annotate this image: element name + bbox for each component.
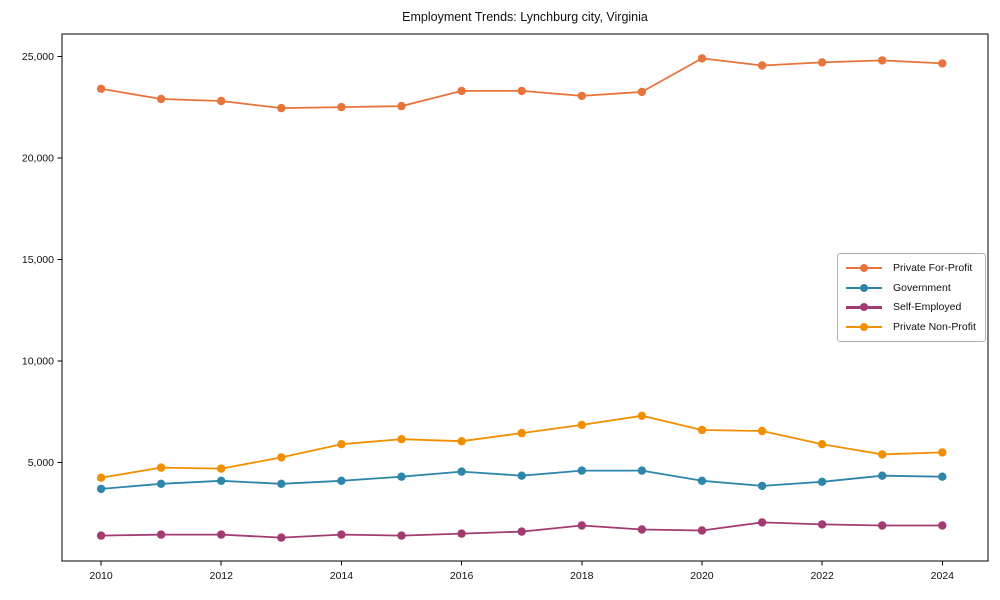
data-point-government <box>277 479 286 488</box>
legend: Private For-Profit Government Self-Employe… <box>837 253 986 342</box>
data-point-private-for-profit <box>637 87 647 97</box>
legend-item-private-for-profit: Private For-Profit <box>838 258 985 277</box>
y-tick-label: 10,000 <box>22 356 54 368</box>
data-point-self-employed <box>938 521 947 530</box>
data-point-private-for-profit <box>397 101 406 111</box>
data-point-private-non-profit <box>457 437 466 446</box>
data-point-private-non-profit <box>96 473 106 482</box>
data-point-self-employed <box>817 520 827 529</box>
series-line-private-for-profit <box>100 57 944 109</box>
legend-item-self-employed: Self-Employed <box>838 298 985 317</box>
data-point-self-employed <box>397 531 406 540</box>
chart-title: Employment Trends: Lynchburg city, Virgi… <box>402 10 648 24</box>
data-point-self-employed <box>337 530 346 539</box>
y-tick-label: 5,000 <box>28 457 54 469</box>
data-point-private-non-profit <box>156 463 166 472</box>
data-point-self-employed <box>217 530 226 539</box>
data-point-private-for-profit <box>697 54 707 63</box>
data-point-private-non-profit <box>277 453 286 462</box>
data-point-government <box>637 466 647 475</box>
data-point-self-employed <box>697 526 707 535</box>
data-point-private-for-profit <box>457 86 466 96</box>
data-point-government <box>517 471 526 480</box>
x-tick-label: 2018 <box>570 570 594 582</box>
data-point-government <box>96 484 106 494</box>
x-tick-label: 2020 <box>690 570 714 582</box>
data-point-private-for-profit <box>156 94 166 104</box>
series-line-private-non-profit <box>100 414 944 479</box>
x-tick-label: 2022 <box>810 570 834 582</box>
data-point-private-non-profit <box>757 426 767 436</box>
data-point-self-employed <box>457 529 466 538</box>
data-point-government <box>697 476 707 485</box>
data-point-private-for-profit <box>337 102 346 112</box>
y-tick-label: 25,000 <box>22 51 54 63</box>
x-tick-label: 2010 <box>89 570 113 582</box>
data-point-government <box>938 472 947 481</box>
data-point-self-employed <box>277 533 286 542</box>
legend-label-self-employed: Self-Employed <box>893 301 962 314</box>
data-point-self-employed <box>878 521 887 530</box>
data-point-government <box>397 472 406 481</box>
data-point-private-non-profit <box>878 450 887 459</box>
data-point-government <box>337 476 346 485</box>
data-point-private-non-profit <box>577 420 586 430</box>
legend-label-government: Government <box>893 281 951 294</box>
legend-item-private-non-profit: Private Non-Profit <box>838 318 985 337</box>
data-point-private-non-profit <box>637 411 647 420</box>
x-tick-label: 2016 <box>450 570 474 582</box>
data-point-government <box>817 477 827 486</box>
x-tick-label: 2012 <box>210 570 234 582</box>
axes-frame <box>61 33 989 562</box>
data-point-private-non-profit <box>697 425 707 435</box>
data-point-private-for-profit <box>277 103 286 113</box>
data-point-self-employed <box>757 518 767 527</box>
data-point-self-employed <box>96 531 106 540</box>
data-point-government <box>878 471 887 480</box>
data-point-self-employed <box>637 525 647 534</box>
data-point-private-for-profit <box>96 84 106 94</box>
legend-marker-icon <box>846 263 882 272</box>
data-point-government <box>217 476 226 485</box>
data-point-self-employed <box>577 521 586 530</box>
data-point-private-for-profit <box>577 91 586 101</box>
y-tick-label: 20,000 <box>22 153 54 165</box>
legend-label-private-for-profit: Private For-Profit <box>893 261 973 274</box>
data-point-private-non-profit <box>817 440 827 449</box>
data-point-private-non-profit <box>397 435 406 444</box>
data-point-private-non-profit <box>938 448 947 457</box>
data-point-private-non-profit <box>517 428 526 438</box>
data-point-private-for-profit <box>878 56 887 65</box>
data-point-government <box>577 466 586 475</box>
data-point-private-for-profit <box>757 61 767 70</box>
data-point-private-for-profit <box>938 59 947 68</box>
legend-marker-icon <box>846 323 882 332</box>
legend-label-private-non-profit: Private Non-Profit <box>893 321 976 334</box>
legend-marker-icon <box>846 303 882 312</box>
data-point-self-employed <box>517 527 526 536</box>
data-point-private-non-profit <box>337 440 346 449</box>
data-point-government <box>156 479 166 488</box>
x-tick-label: 2024 <box>931 570 955 582</box>
data-point-government <box>757 481 767 491</box>
data-point-private-non-profit <box>217 464 226 473</box>
data-point-private-for-profit <box>517 86 526 96</box>
data-point-private-for-profit <box>217 96 226 106</box>
data-point-private-for-profit <box>817 58 827 67</box>
x-tick-label: 2014 <box>330 570 354 582</box>
y-tick-label: 15,000 <box>22 254 54 266</box>
legend-marker-icon <box>846 283 882 292</box>
legend-item-government: Government <box>838 278 985 297</box>
data-point-self-employed <box>156 530 166 539</box>
data-point-government <box>457 467 466 476</box>
